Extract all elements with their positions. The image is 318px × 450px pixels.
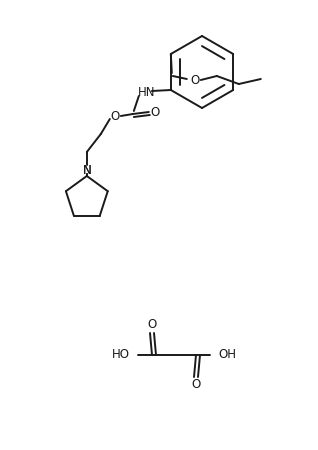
Text: O: O (191, 378, 201, 392)
Text: O: O (147, 319, 157, 332)
Text: HO: HO (112, 348, 130, 361)
Text: N: N (82, 163, 91, 176)
Text: HN: HN (138, 86, 156, 99)
Text: O: O (110, 109, 120, 122)
Text: N: N (82, 163, 91, 176)
Text: O: O (190, 75, 199, 87)
Text: O: O (150, 107, 159, 120)
Text: OH: OH (218, 348, 236, 361)
